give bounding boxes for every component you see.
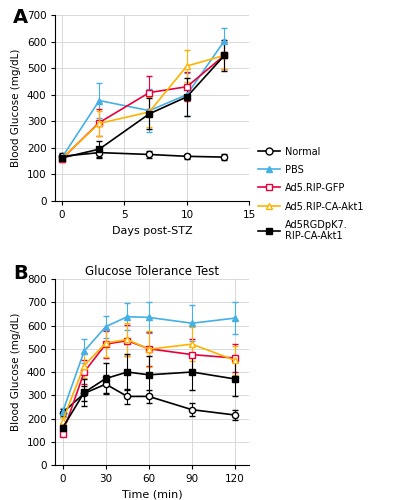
Text: B: B xyxy=(13,264,27,283)
Y-axis label: Blood Glucose (mg/dL): Blood Glucose (mg/dL) xyxy=(11,313,21,431)
Text: A: A xyxy=(13,8,28,26)
Legend: Normal, PBS, Ad5.RIP-GFP, Ad5.RIP-CA-Akt1, Ad5RGDpK7.
RIP-CA-Akt1: Normal, PBS, Ad5.RIP-GFP, Ad5.RIP-CA-Akt… xyxy=(256,145,366,244)
Title: Glucose Tolerance Test: Glucose Tolerance Test xyxy=(86,265,219,278)
Y-axis label: Blood Glucose (mg/dL): Blood Glucose (mg/dL) xyxy=(11,49,21,167)
X-axis label: Days post-STZ: Days post-STZ xyxy=(112,226,193,235)
X-axis label: Time (min): Time (min) xyxy=(122,490,183,500)
